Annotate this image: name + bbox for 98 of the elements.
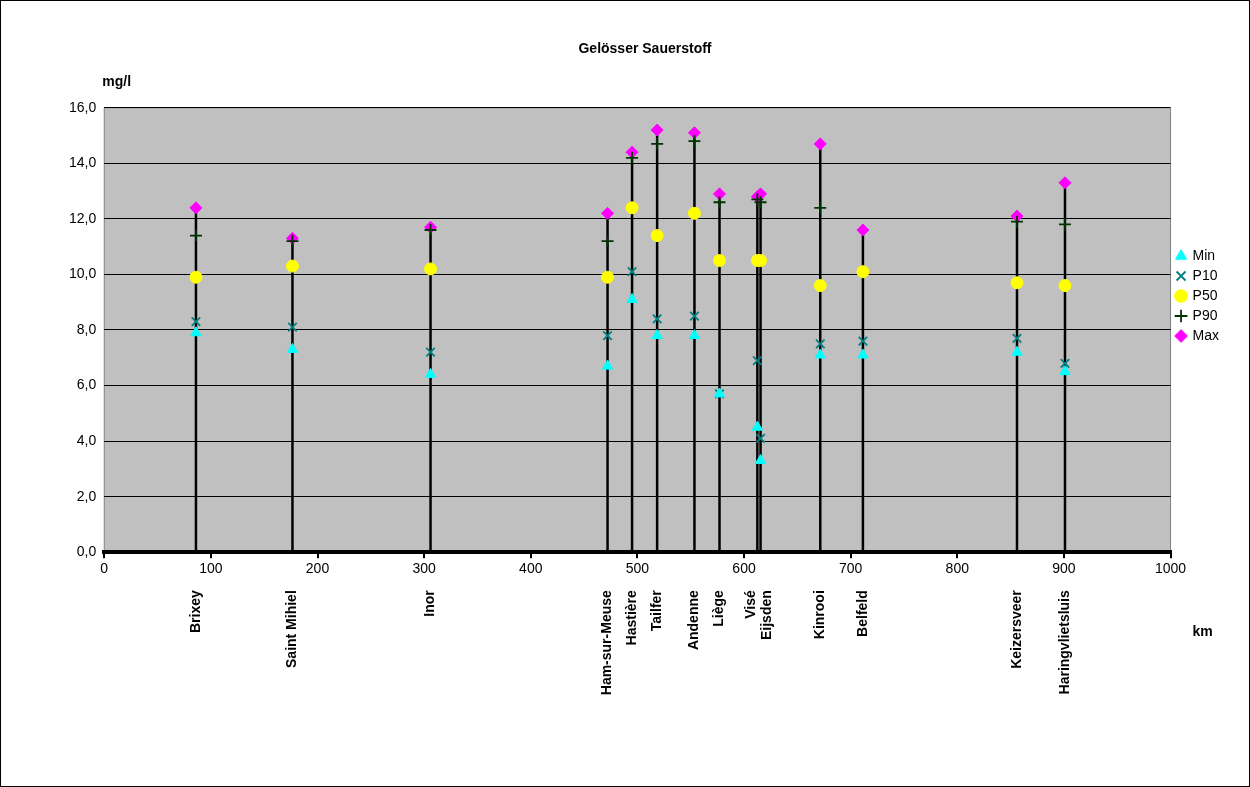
point xyxy=(651,329,663,340)
point xyxy=(813,137,827,151)
point xyxy=(688,329,701,340)
text: Inor xyxy=(421,589,438,617)
text: Haringvlietsluis xyxy=(1055,590,1072,695)
point xyxy=(713,254,727,268)
x-tick-label: 600 xyxy=(732,560,756,577)
text: Saint Mihiel xyxy=(283,590,300,668)
y-tick-label: 0,0 xyxy=(76,543,97,560)
point xyxy=(626,266,638,277)
point xyxy=(625,150,639,165)
legend-label: P50 xyxy=(1192,286,1218,303)
x-tick-label: 100 xyxy=(199,560,223,577)
point xyxy=(813,279,827,293)
point xyxy=(650,229,664,243)
x-tick-label: 800 xyxy=(945,560,970,577)
x-tick-label: 1000 xyxy=(1154,560,1187,577)
point xyxy=(190,326,202,337)
point xyxy=(650,123,664,137)
point xyxy=(189,201,203,215)
legend-label: P10 xyxy=(1192,266,1218,283)
text: Brixey xyxy=(186,589,203,634)
chart-title: Gelösser Sauerstoff xyxy=(578,40,712,57)
point xyxy=(285,234,300,249)
x-tick-label: 500 xyxy=(625,560,650,577)
point xyxy=(1010,276,1024,290)
x-axis-title: km xyxy=(1192,623,1213,640)
point xyxy=(1058,279,1072,293)
point xyxy=(687,206,701,220)
y-tick-label: 14,0 xyxy=(69,154,97,171)
point xyxy=(857,348,869,359)
point xyxy=(287,322,298,333)
x-tick-label: 0 xyxy=(100,560,109,577)
point xyxy=(285,259,299,273)
point xyxy=(1058,176,1072,190)
y-axis-title: mg/l xyxy=(102,72,132,89)
y-tick-label: 8,0 xyxy=(76,320,97,337)
point xyxy=(625,201,639,215)
text: Liège xyxy=(710,590,727,627)
text: Keizersveer xyxy=(1007,589,1024,669)
point xyxy=(687,126,701,140)
point xyxy=(712,195,727,210)
point xyxy=(754,454,767,465)
legend-label: Min xyxy=(1192,246,1216,263)
text: Andenne xyxy=(685,589,702,651)
point xyxy=(813,200,828,215)
point xyxy=(755,433,766,444)
point xyxy=(601,359,614,370)
point xyxy=(601,206,615,220)
point xyxy=(687,134,702,149)
point xyxy=(425,347,436,358)
point xyxy=(814,348,826,359)
legend-label: Max xyxy=(1192,326,1219,343)
y-tick-label: 4,0 xyxy=(76,431,97,448)
text: Tailfer xyxy=(647,589,664,632)
point xyxy=(600,234,615,249)
point xyxy=(752,355,763,366)
point xyxy=(1059,365,1071,376)
point xyxy=(424,262,438,276)
point xyxy=(713,187,727,201)
point xyxy=(857,335,869,347)
y-tick-label: 2,0 xyxy=(76,487,97,504)
point xyxy=(189,228,203,243)
point xyxy=(856,265,870,279)
x-tick-label: 300 xyxy=(412,560,437,577)
point xyxy=(602,330,613,341)
point xyxy=(689,310,700,322)
y-tick-label: 16,0 xyxy=(69,98,97,115)
point xyxy=(601,270,615,284)
point xyxy=(189,270,203,284)
point xyxy=(286,342,299,353)
point xyxy=(650,137,665,151)
point xyxy=(424,367,437,378)
text: Hastière xyxy=(622,590,639,646)
text: Ham-sur-Meuse xyxy=(598,589,615,696)
point xyxy=(856,223,870,237)
point xyxy=(626,292,638,303)
point xyxy=(651,313,663,325)
point xyxy=(1011,345,1023,356)
point xyxy=(751,420,764,431)
legend-label: P90 xyxy=(1192,306,1218,323)
text: Kinrooi xyxy=(811,590,828,640)
text: Eijsden xyxy=(757,590,774,640)
point xyxy=(190,316,202,327)
x-tick-label: 900 xyxy=(1052,560,1076,577)
y-tick-label: 12,0 xyxy=(69,209,97,226)
point xyxy=(815,338,826,350)
point xyxy=(1011,333,1023,344)
y-tick-label: 10,0 xyxy=(69,265,97,282)
text: Belfeld xyxy=(853,590,870,637)
x-tick-label: 200 xyxy=(305,560,330,577)
point xyxy=(1059,358,1071,369)
y-tick-label: 6,0 xyxy=(76,376,97,393)
point xyxy=(1058,217,1072,232)
x-tick-label: 400 xyxy=(519,560,543,577)
text: Visé xyxy=(741,589,758,619)
x-tick-label: 700 xyxy=(838,560,863,577)
point xyxy=(1010,214,1024,229)
